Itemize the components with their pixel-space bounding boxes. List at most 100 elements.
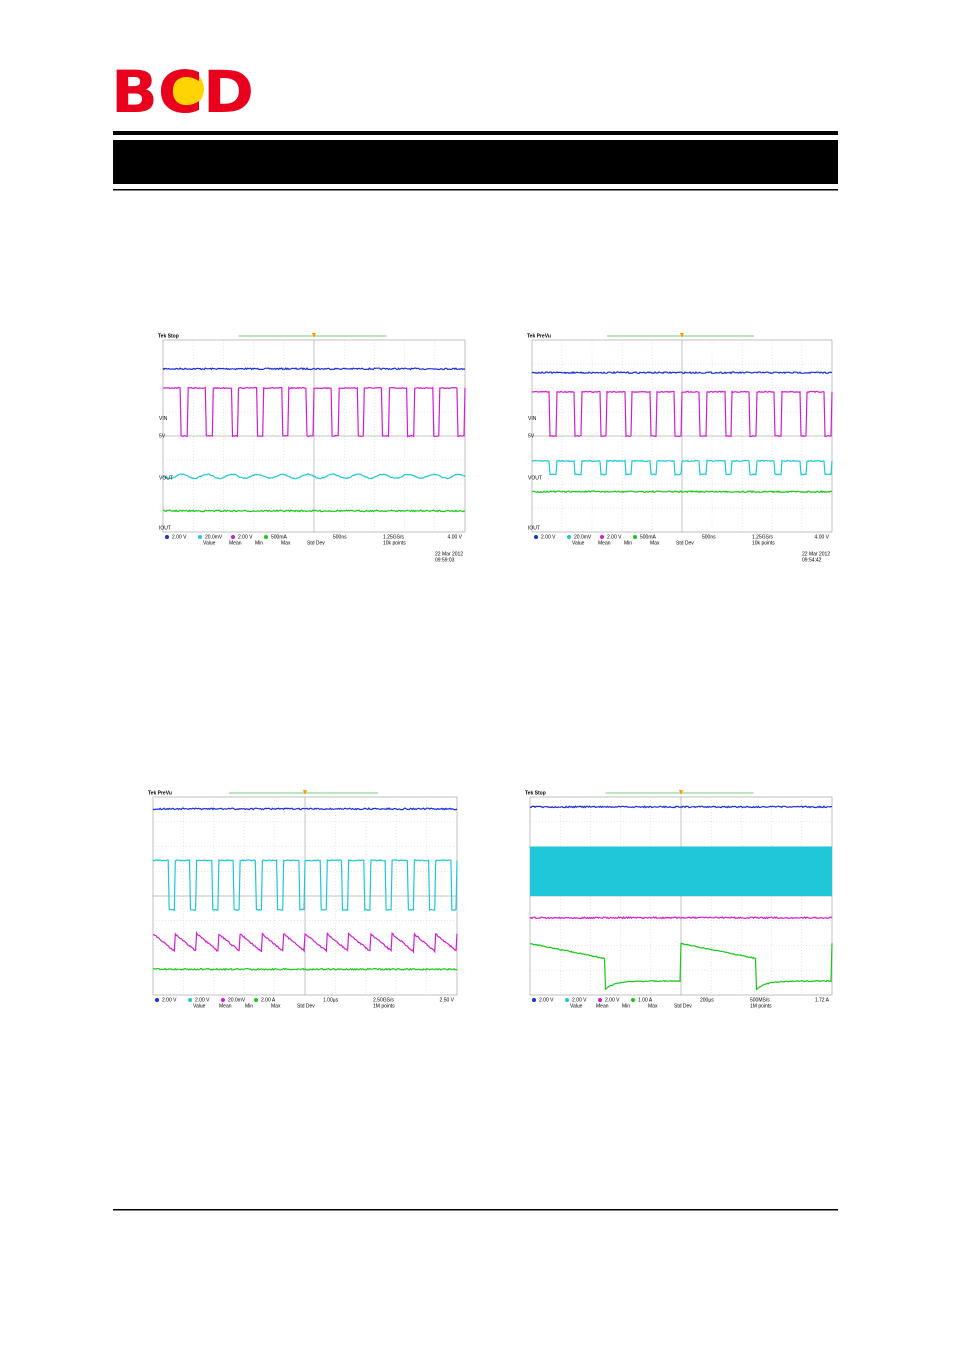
channel-dot bbox=[631, 998, 635, 1002]
readout: 20.0mV bbox=[228, 997, 246, 1003]
readout: 2.00 V bbox=[238, 534, 253, 540]
date: 22 Mar 2012 bbox=[435, 551, 463, 557]
readout: 2.00 V bbox=[607, 534, 622, 540]
rule bbox=[113, 131, 838, 135]
trigger-level: 1.72 A bbox=[815, 997, 830, 1003]
trace bbox=[531, 459, 833, 476]
trace bbox=[152, 967, 458, 971]
channel-dot bbox=[264, 535, 268, 539]
trace bbox=[531, 370, 833, 375]
measure-header: Value bbox=[203, 540, 216, 546]
channel-dot bbox=[198, 535, 202, 539]
trigger-marker bbox=[312, 333, 316, 338]
record-length: 10k points bbox=[383, 540, 406, 546]
channel-dot bbox=[534, 535, 538, 539]
time: 09:54:42 bbox=[802, 557, 822, 563]
channel-dot bbox=[633, 535, 637, 539]
measure-header: Min bbox=[245, 1003, 253, 1009]
channel-dot bbox=[155, 998, 159, 1002]
measure-header: Std Dev bbox=[307, 540, 325, 546]
channel-label: IOUT bbox=[528, 525, 540, 531]
readout: 2.00 A bbox=[261, 997, 276, 1003]
readout: 500mA bbox=[271, 534, 288, 540]
measure-header: Min bbox=[624, 540, 632, 546]
scope-status: Tek PreVu bbox=[527, 333, 551, 339]
channel-dot bbox=[231, 535, 235, 539]
channel-dot bbox=[565, 998, 569, 1002]
measure-header: Max bbox=[648, 1003, 658, 1009]
record-length: 10k points bbox=[752, 540, 775, 546]
measure-header: Std Dev bbox=[674, 1003, 692, 1009]
measure-header: Value bbox=[572, 540, 585, 546]
sample-rate: 1.25GS/s bbox=[383, 534, 404, 540]
readout: 1.00 A bbox=[638, 997, 653, 1003]
timebase: 200µs bbox=[700, 997, 714, 1003]
trace bbox=[530, 942, 833, 991]
readout: 2.00 V bbox=[605, 997, 620, 1003]
trace bbox=[530, 846, 832, 896]
readout: 2.00 V bbox=[572, 997, 587, 1003]
trace bbox=[152, 930, 458, 954]
time: 09:59:03 bbox=[435, 557, 455, 563]
title-bar bbox=[113, 140, 838, 184]
channel-dot bbox=[532, 998, 536, 1002]
channel-dot bbox=[188, 998, 192, 1002]
measure-header: Mean bbox=[219, 1003, 232, 1009]
trigger-level: 4.00 V bbox=[815, 534, 830, 540]
trigger-level: 4.00 V bbox=[448, 534, 463, 540]
timebase: 500ns bbox=[702, 534, 716, 540]
measure-header: Max bbox=[650, 540, 660, 546]
rule bbox=[113, 189, 838, 191]
logo-dot bbox=[164, 69, 204, 109]
trigger-marker bbox=[680, 333, 684, 338]
channel-dot bbox=[165, 535, 169, 539]
channel-label: VIN bbox=[528, 416, 537, 422]
channel-label: VOUT bbox=[528, 476, 542, 482]
trigger-marker bbox=[679, 790, 683, 795]
readout: 20.0mV bbox=[574, 534, 592, 540]
measure-header: Value bbox=[570, 1003, 583, 1009]
readout: 2.00 V bbox=[172, 534, 187, 540]
channel-label: 5V bbox=[159, 433, 166, 439]
measure-header: Max bbox=[281, 540, 291, 546]
readout: 2.00 V bbox=[195, 997, 210, 1003]
readout: 500mA bbox=[640, 534, 657, 540]
date: 22 Mar 2012 bbox=[802, 551, 830, 557]
channel-dot bbox=[600, 535, 604, 539]
sample-rate: 500MS/s bbox=[750, 997, 770, 1003]
scope: Tek PreVu 2.00 V 2.00 V 20.0mV 2.00 A Value Me… bbox=[148, 790, 458, 1009]
readout: 2.00 V bbox=[539, 997, 554, 1003]
readout: 20.0mV bbox=[205, 534, 223, 540]
trigger-marker bbox=[303, 790, 307, 795]
trace bbox=[152, 807, 458, 811]
scope-status: Tek Stop bbox=[525, 790, 546, 796]
sample-rate: 1.25GS/s bbox=[752, 534, 773, 540]
measure-header: Max bbox=[271, 1003, 281, 1009]
logo: BCD bbox=[111, 58, 254, 126]
measure-header: Mean bbox=[598, 540, 611, 546]
measure-header: Mean bbox=[229, 540, 242, 546]
trace bbox=[531, 489, 833, 494]
sample-rate: 2.50GS/s bbox=[373, 997, 394, 1003]
record-length: 1M points bbox=[750, 1003, 772, 1009]
readout: 2.00 V bbox=[541, 534, 556, 540]
measure-header: Mean bbox=[596, 1003, 609, 1009]
record-length: 1M points bbox=[373, 1003, 395, 1009]
channel-label: VOUT bbox=[159, 476, 173, 482]
channel-dot bbox=[221, 998, 225, 1002]
trace bbox=[163, 509, 465, 513]
readout: 2.00 V bbox=[162, 997, 177, 1003]
footer-rule bbox=[113, 1209, 838, 1211]
channel-dot bbox=[598, 998, 602, 1002]
scope: Tek Stop 2.00 V 2.00 V 2.00 V 1.00 A Value Mea… bbox=[525, 790, 833, 1009]
timebase: 1.00µs bbox=[323, 997, 339, 1003]
channel-label: IOUT bbox=[159, 525, 171, 531]
trace bbox=[162, 367, 466, 371]
measure-header: Min bbox=[622, 1003, 630, 1009]
trace bbox=[529, 805, 833, 809]
trace bbox=[162, 473, 466, 480]
measure-header: Std Dev bbox=[297, 1003, 315, 1009]
